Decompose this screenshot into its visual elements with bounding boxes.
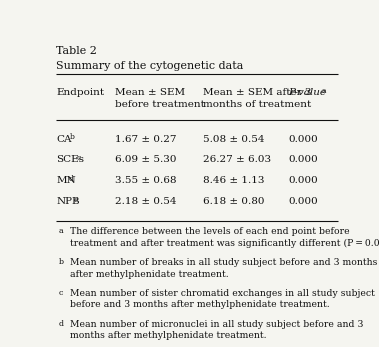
Text: a: a	[59, 227, 64, 235]
Text: CA: CA	[56, 135, 72, 144]
Text: 26.27 ± 6.03: 26.27 ± 6.03	[203, 155, 271, 164]
Text: NPB: NPB	[56, 197, 80, 206]
Text: 0.000: 0.000	[288, 155, 318, 164]
Text: MN: MN	[56, 176, 76, 185]
Text: P-value: P-value	[288, 88, 326, 98]
Text: d: d	[69, 175, 74, 183]
Text: Endpoint: Endpoint	[56, 88, 104, 98]
Text: 0.000: 0.000	[288, 176, 318, 185]
Text: c: c	[59, 289, 64, 297]
Text: 5.08 ± 0.54: 5.08 ± 0.54	[203, 135, 265, 144]
Text: c: c	[76, 154, 80, 162]
Text: 8.46 ± 1.13: 8.46 ± 1.13	[203, 176, 265, 185]
Text: Table 2: Table 2	[56, 46, 97, 56]
Text: Mean ± SEM after 3
months of treatment: Mean ± SEM after 3 months of treatment	[203, 88, 312, 109]
Text: Summary of the cytogenetic data: Summary of the cytogenetic data	[56, 61, 244, 70]
Text: 6.18 ± 0.80: 6.18 ± 0.80	[203, 197, 265, 206]
Text: The difference between the levels of each end point before
treatment and after t: The difference between the levels of eac…	[70, 227, 379, 248]
Text: Mean ± SEM
before treatment: Mean ± SEM before treatment	[115, 88, 205, 109]
Text: 3.55 ± 0.68: 3.55 ± 0.68	[115, 176, 177, 185]
Text: 1.67 ± 0.27: 1.67 ± 0.27	[115, 135, 177, 144]
Text: 0.000: 0.000	[288, 197, 318, 206]
Text: d: d	[59, 320, 64, 328]
Text: Mean number of sister chromatid exchanges in all study subject
before and 3 mont: Mean number of sister chromatid exchange…	[70, 289, 375, 309]
Text: SCEs: SCEs	[56, 155, 84, 164]
Text: 0.000: 0.000	[288, 135, 318, 144]
Text: Mean number of breaks in all study subject before and 3 months
after methylpheni: Mean number of breaks in all study subje…	[70, 258, 377, 279]
Text: Mean number of micronuclei in all study subject before and 3
months after methyl: Mean number of micronuclei in all study …	[70, 320, 364, 340]
Text: a: a	[321, 87, 326, 95]
Text: 6.09 ± 5.30: 6.09 ± 5.30	[115, 155, 177, 164]
Text: b: b	[69, 133, 74, 141]
Text: e: e	[73, 196, 78, 204]
Text: b: b	[59, 258, 64, 266]
Text: 2.18 ± 0.54: 2.18 ± 0.54	[115, 197, 177, 206]
